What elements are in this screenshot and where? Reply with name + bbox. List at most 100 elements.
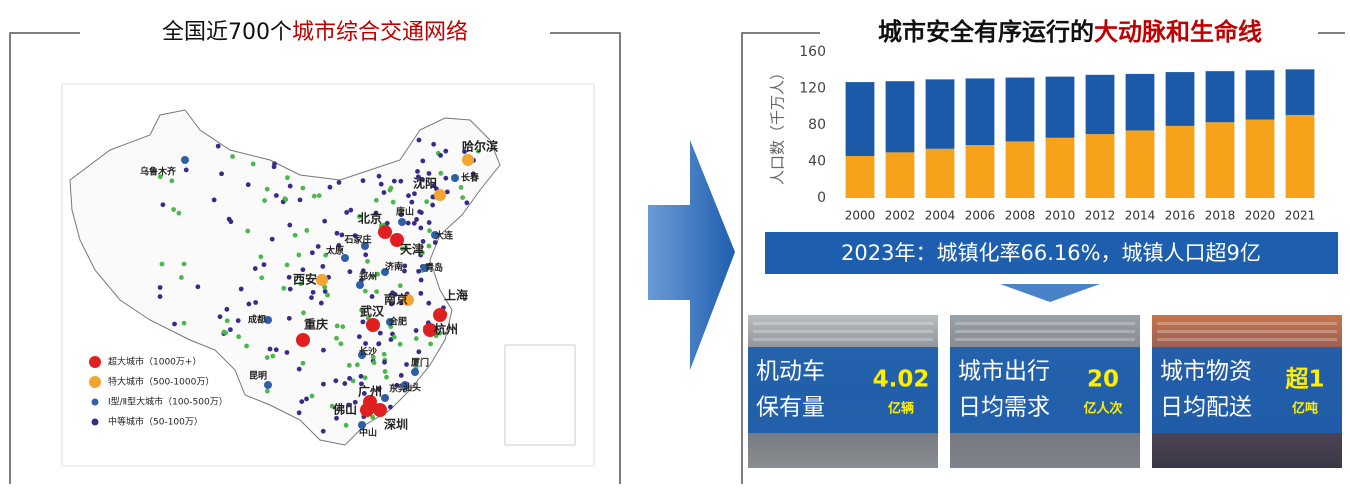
map-dot [428, 342, 433, 347]
map-dot [399, 373, 404, 378]
map-dot [310, 250, 315, 255]
city-label: 唐山 [396, 206, 414, 218]
map-dot [379, 182, 384, 187]
bar-segment [966, 145, 995, 198]
city-label: 合肥 [389, 316, 407, 328]
map-dot [427, 220, 432, 225]
map-dot [253, 300, 258, 305]
bar-segment [846, 156, 875, 198]
map-dot [418, 226, 423, 231]
city-dot [378, 225, 392, 239]
city-label: 昆明 [249, 371, 267, 382]
bar-segment [1206, 71, 1235, 122]
map-dot [225, 318, 230, 323]
x-tick-label: 2010 [1045, 209, 1076, 223]
city-label: 厦门 [411, 357, 429, 369]
map-dot [416, 269, 421, 274]
small-arrow [1000, 284, 1100, 302]
card-line2: 日均配送 [1160, 395, 1252, 421]
map-dot [359, 374, 364, 379]
city-label: 深圳 [384, 417, 408, 432]
city-dot [264, 381, 272, 389]
city-dot [451, 174, 459, 182]
map-dot [383, 369, 388, 374]
map-dot [322, 219, 327, 224]
map-dot [172, 322, 177, 327]
map-dot [398, 342, 403, 347]
map-dot [262, 262, 267, 267]
map-dot [357, 334, 362, 339]
map-dot [274, 347, 279, 352]
map-dot [372, 360, 377, 365]
map-dot [347, 363, 352, 368]
map-dot [374, 198, 379, 203]
y-tick-label: 0 [817, 190, 826, 206]
bar-segment [886, 81, 915, 152]
map-dot [228, 327, 233, 332]
panel-title: 全国近700个城市综合交通网络 [162, 20, 468, 45]
map-dot [370, 294, 375, 299]
map-dot [388, 188, 393, 193]
map-dot [417, 138, 422, 143]
map-dot [406, 193, 411, 198]
legend-label: Ⅰ型/Ⅱ型大城市（100-500万） [108, 396, 228, 408]
legend-dot [89, 376, 101, 388]
city-label: 长沙 [359, 346, 377, 358]
map-dot [270, 354, 275, 359]
map-dot [382, 190, 387, 195]
map-dot [258, 254, 263, 259]
card-texture [955, 322, 1135, 325]
city-label: 广州 [358, 384, 382, 399]
bar-segment [1246, 70, 1275, 119]
map-dot [417, 209, 422, 214]
legend-dot [92, 399, 99, 406]
map-dot [293, 233, 298, 238]
map-dot [251, 161, 256, 166]
map-dot [239, 287, 244, 292]
bar-segment [1246, 120, 1275, 198]
map-dot [297, 410, 302, 415]
map-dot [321, 429, 326, 434]
bar-segment [1166, 126, 1195, 198]
city-label: 郑州 [359, 271, 377, 283]
map-dot [219, 171, 224, 176]
map-dot [382, 360, 387, 365]
map-dot [363, 341, 368, 346]
city-label: 西安 [293, 272, 317, 287]
map-dot [230, 154, 235, 159]
map-dot [311, 290, 316, 295]
bar-segment [1126, 130, 1155, 198]
map-dot [409, 200, 414, 205]
map-dot [218, 314, 223, 319]
map-dot [158, 285, 163, 290]
map-dot [300, 186, 305, 191]
map-dot [182, 321, 187, 326]
bar-segment [1126, 74, 1155, 131]
map-dot [265, 355, 270, 360]
city-dot [316, 274, 328, 286]
map-dot [334, 416, 339, 421]
city-label: 成都 [248, 314, 266, 326]
city-label: 大连 [435, 230, 454, 242]
map-dot [182, 262, 187, 267]
map-dot [298, 197, 303, 202]
bar-segment [846, 82, 875, 156]
card-texture [753, 330, 933, 333]
map-dot [319, 301, 324, 306]
bar-segment [886, 152, 915, 198]
map-dot [287, 316, 292, 321]
map-dot [316, 244, 321, 249]
map-dot [158, 294, 163, 299]
map-dot [392, 179, 397, 184]
map-dot [283, 197, 288, 202]
map-dot [337, 180, 342, 185]
bar-segment [966, 78, 995, 145]
cards: 机动车保有量4.02亿辆城市出行日均需求20亿人次城市物资日均配送超1亿吨 [748, 315, 1342, 468]
card-texture [1157, 322, 1337, 325]
city-label: 哈尔滨 [462, 139, 498, 154]
card-number: 超1 [1285, 367, 1324, 393]
map-dot [160, 262, 165, 267]
map-dot [377, 174, 382, 179]
map-dot [438, 153, 443, 158]
city-dot [433, 308, 447, 322]
